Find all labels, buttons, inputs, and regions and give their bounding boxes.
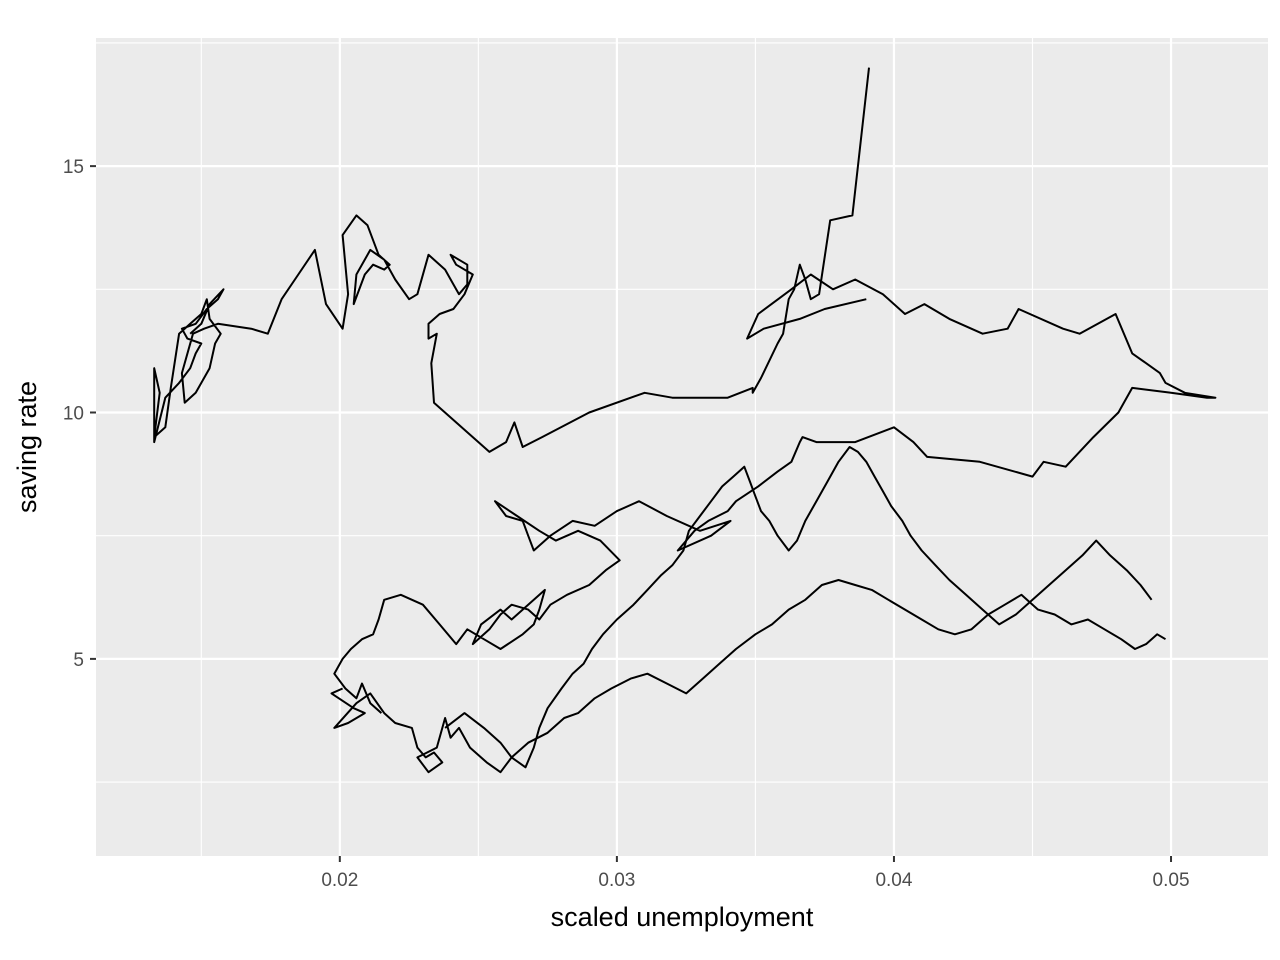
y-tick-label: 15 — [63, 157, 84, 178]
y-tick-label: 5 — [73, 650, 84, 671]
series-lines — [153, 67, 1217, 774]
y-tick-label: 10 — [63, 404, 84, 425]
x-axis: 0.02 0.03 0.04 0.05 — [321, 856, 1190, 891]
series-line-1 — [333, 273, 1217, 714]
series-line-0 — [153, 67, 870, 453]
y-axis-title: saving rate — [12, 381, 42, 513]
x-axis-title: scaled unemployment — [551, 902, 814, 932]
x-tick-label: 0.05 — [1153, 870, 1190, 891]
major-gridlines — [96, 38, 1268, 856]
x-tick-label: 0.03 — [598, 870, 635, 891]
panel-background — [96, 38, 1268, 856]
x-tick-label: 0.04 — [875, 870, 912, 891]
series-line-2 — [330, 579, 1167, 774]
series-line-3 — [444, 446, 1153, 769]
x-tick-label: 0.02 — [321, 870, 358, 891]
minor-gridlines — [96, 38, 1268, 856]
y-axis: 5 10 15 — [63, 157, 96, 671]
